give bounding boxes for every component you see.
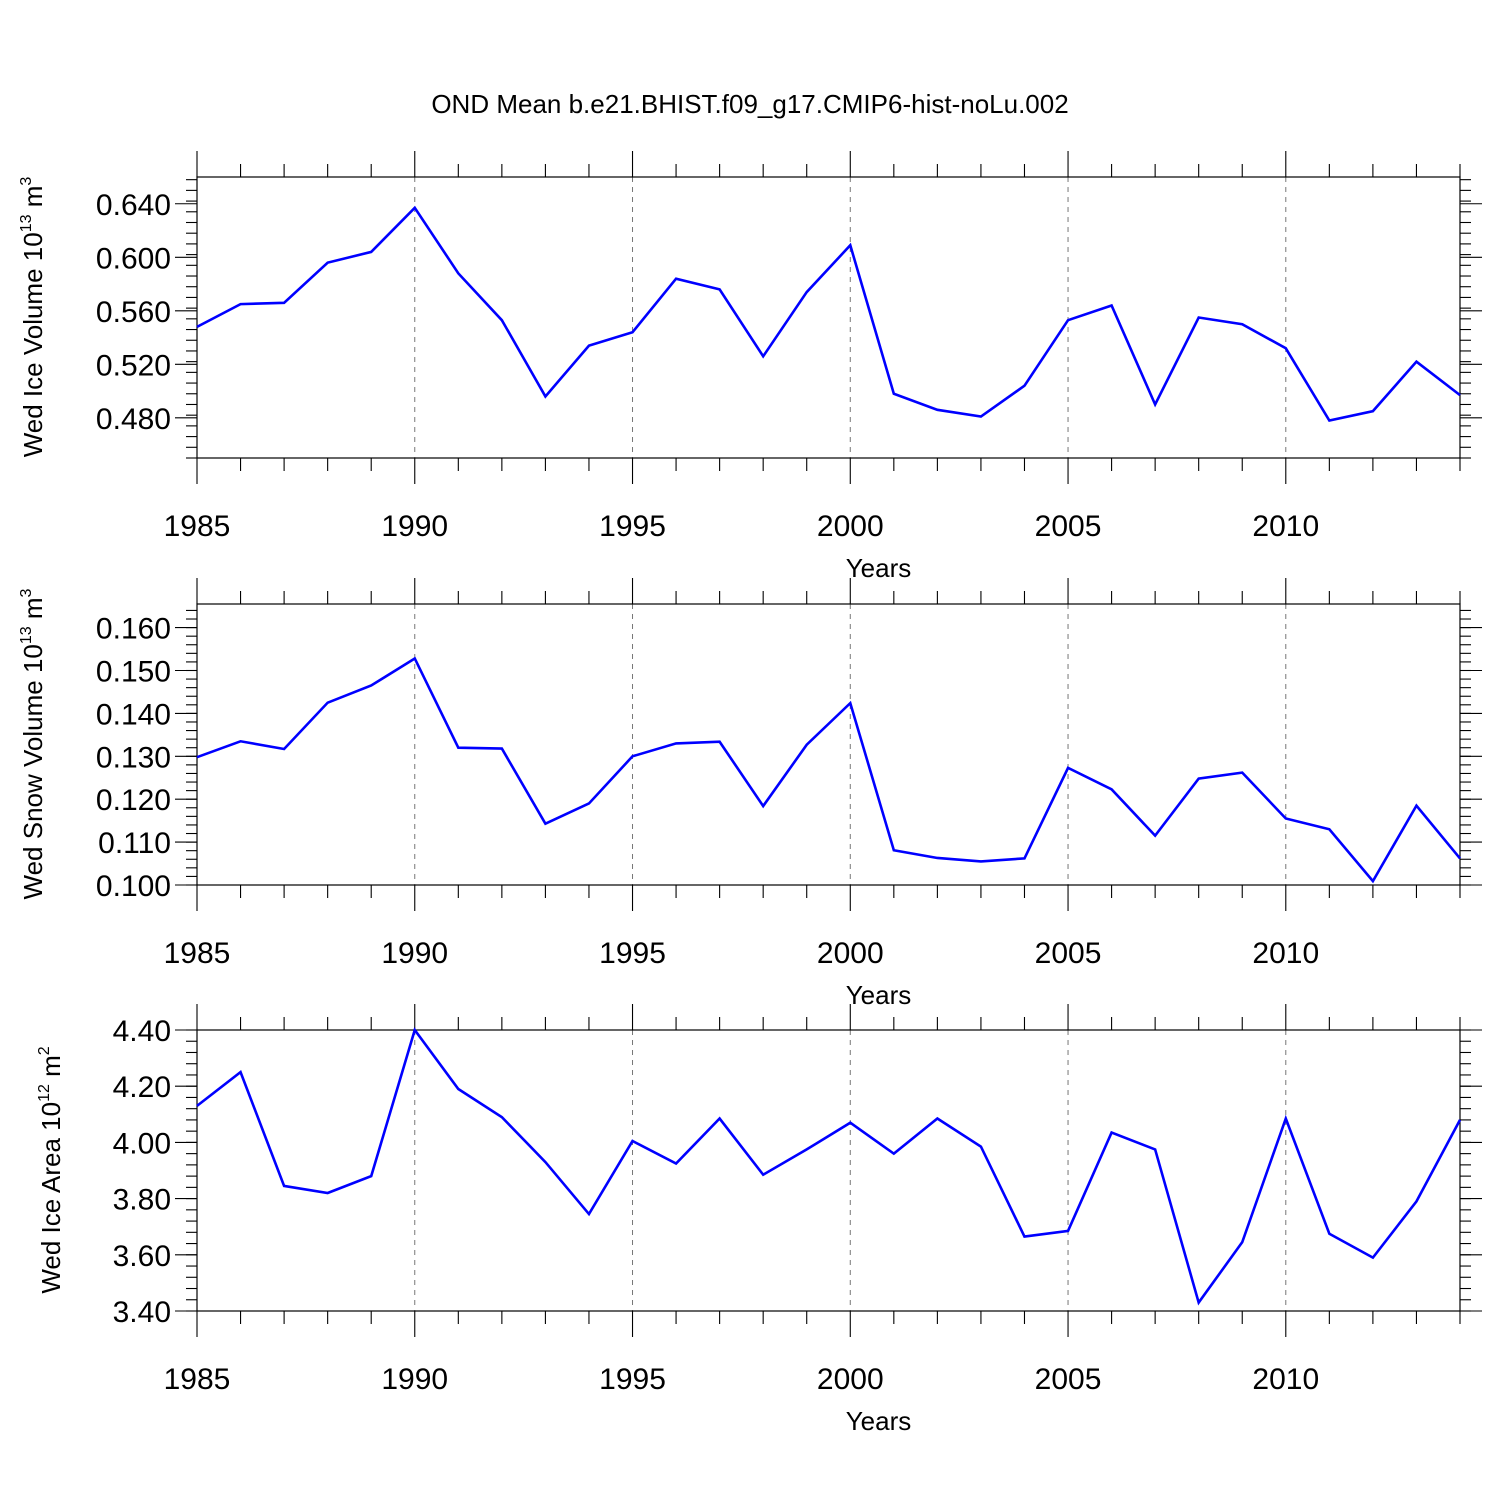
y-tick-label: 0.640 [96,189,171,222]
y-tick-label: 0.560 [96,296,171,329]
y-axis-label: Wed Snow Volume 1013 m3 [18,588,48,899]
y-axis-label-text: m [36,1055,66,1084]
y-tick-label: 0.100 [96,870,171,903]
y-axis-label-text: m [18,186,48,215]
y-axis-label-superscript: 3 [18,588,35,597]
y-tick-label: 4.00 [113,1127,171,1160]
y-tick-label: 0.130 [96,741,171,774]
panel-ice-area: 1985 1990 1995 2000 2005 2010 Years 3.40 3.60 3.8… [36,1004,1482,1436]
x-tick-label: 2000 [817,937,884,970]
x-tick-label: 1985 [164,1363,231,1396]
x-tick-label: 1990 [381,1363,448,1396]
figure-title: OND Mean b.e21.BHIST.f09_g17.CMIP6-hist-… [431,89,1068,119]
y-axis-label-superscript: 2 [36,1046,53,1055]
y-axis-label-superscript: 13 [18,214,35,232]
y-axis-label-text: Wed Snow Volume 10 [18,644,48,899]
series-line [196,1027,1462,1306]
x-tick-label: 2010 [1252,937,1319,970]
y-tick-label: 4.40 [113,1015,171,1048]
x-tick-label: 1995 [599,937,666,970]
series-line [196,656,1462,884]
y-axis-label-superscript: 3 [18,177,35,186]
x-tick-label: 1995 [599,1363,666,1396]
y-tick-label: 4.20 [113,1071,171,1104]
y-tick-label: 0.480 [96,403,171,436]
x-tick-label: 1985 [164,937,231,970]
plot-frame [196,176,1461,459]
y-tick-label: 3.80 [113,1184,171,1217]
x-tick-label: 2010 [1252,510,1319,543]
y-tick-label: 0.140 [96,698,171,731]
x-tick-label: 2010 [1252,1363,1319,1396]
panel-ice-volume: 1985 1990 1995 2000 2005 2010 Years 0.480 0.520 0… [18,151,1482,583]
y-axis-label-text: Wed Ice Volume 10 [18,232,48,457]
x-tick-label: 2005 [1035,1363,1102,1396]
x-tick-label: 2005 [1035,937,1102,970]
y-tick-label: 0.520 [96,349,171,382]
y-axis-label-text: m [18,597,48,626]
y-axis-label-superscript: 12 [36,1084,53,1102]
x-tick-label: 1985 [164,510,231,543]
plot-frame [196,603,1461,886]
y-tick-label: 0.110 [98,827,171,860]
plot-frame [196,1029,1461,1312]
y-tick-label: 0.150 [96,655,171,688]
x-axis-label: Years [846,553,912,583]
y-tick-label: 0.160 [96,613,171,646]
x-tick-label: 1990 [381,510,448,543]
y-tick-label: 0.120 [96,784,171,817]
y-tick-label: 3.40 [113,1296,171,1329]
x-tick-label: 1995 [599,510,666,543]
y-axis-label: Wed Ice Area 1012 m2 [36,1046,66,1293]
series-line [196,205,1461,422]
y-axis-label-text: Wed Ice Area 10 [36,1102,66,1294]
y-axis-label-superscript: 13 [18,626,35,644]
x-tick-label: 1990 [381,937,448,970]
x-axis-label: Years [846,1406,912,1436]
x-tick-label: 2000 [817,510,884,543]
x-axis-label: Years [846,980,912,1010]
y-tick-label: 0.600 [96,242,171,275]
x-tick-label: 2000 [817,1363,884,1396]
panel-snow-volume: 1985 1990 1995 2000 2005 2010 Years 0.100 0.110 0… [18,578,1482,1010]
x-tick-label: 2005 [1035,510,1102,543]
y-axis-label: Wed Ice Volume 1013 m3 [18,177,48,458]
y-tick-label: 3.60 [113,1240,171,1273]
